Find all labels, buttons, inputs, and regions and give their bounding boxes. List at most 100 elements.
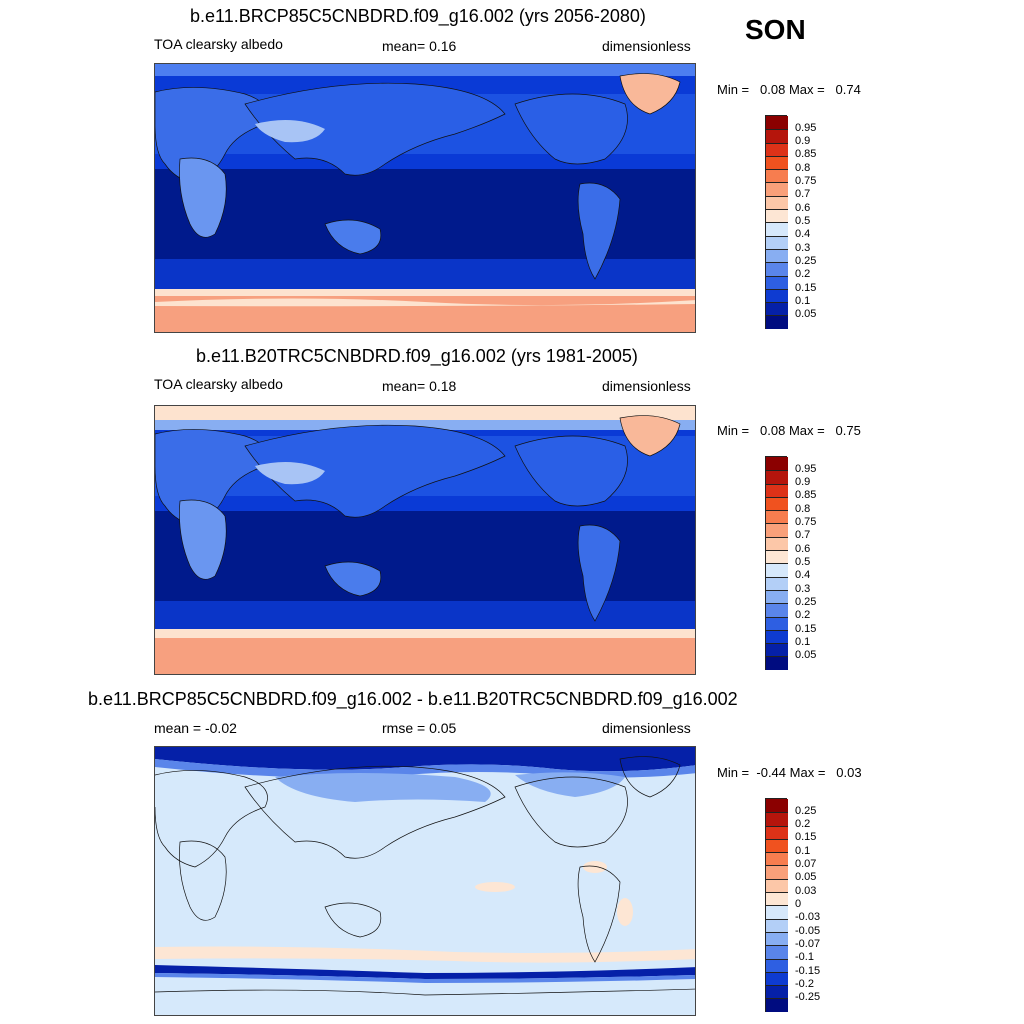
- colorbar-cell: [766, 536, 788, 551]
- colorbar-cell: [766, 195, 788, 210]
- colorbar-tick: 0.95: [795, 463, 817, 475]
- colorbar-cell: [766, 576, 788, 590]
- colorbar-cell: [766, 998, 788, 1012]
- panel-2-variable: TOA clearsky albedo: [154, 376, 283, 392]
- panel-3-colorbar: [765, 798, 788, 1012]
- colorbar-cell: [766, 892, 788, 906]
- colorbar-cell: [766, 248, 788, 263]
- colorbar-cell: [766, 918, 788, 932]
- colorbar-tick: -0.2: [795, 978, 814, 990]
- colorbar-cell: [766, 878, 788, 893]
- panel-2-max: 0.75: [835, 423, 861, 438]
- colorbar-cell: [766, 550, 788, 564]
- colorbar-tick: 0.9: [795, 135, 811, 147]
- colorbar-cell: [766, 182, 788, 196]
- panel-2-title: b.e11.B20TRC5CNBDRD.f09_g16.002 (yrs 198…: [196, 346, 638, 366]
- colorbar-cell: [766, 945, 788, 959]
- panel-3-rmse: rmse = 0.05: [382, 720, 457, 736]
- panel-2-colorbar: [765, 456, 788, 670]
- colorbar-tick: 0: [795, 898, 802, 910]
- colorbar-tick: 0.15: [795, 623, 817, 635]
- colorbar-cell: [766, 838, 788, 853]
- panel-1-colorbar: [765, 115, 788, 329]
- panel-3-min: -0.44: [756, 765, 787, 780]
- colorbar-tick: 0.6: [795, 543, 811, 555]
- colorbar-tick: 0.25: [795, 596, 817, 608]
- colorbar-cell: [766, 985, 788, 999]
- colorbar-tick: 0.85: [795, 489, 817, 501]
- colorbar-tick: 0.1: [795, 636, 811, 648]
- panel-1-map: [154, 63, 696, 333]
- colorbar-tick: 0.7: [795, 188, 811, 200]
- colorbar-tick: -0.1: [795, 951, 814, 963]
- panel-3-units: dimensionless: [602, 720, 691, 736]
- colorbar-cell: [766, 825, 788, 839]
- colorbar-tick: 0.5: [795, 215, 811, 227]
- colorbar-tick: 0.3: [795, 242, 811, 254]
- colorbar-cell: [766, 315, 788, 329]
- colorbar-tick: 0.85: [795, 148, 817, 160]
- colorbar-cell: [766, 275, 788, 289]
- colorbar-cell: [766, 510, 788, 524]
- colorbar-cell: [766, 302, 788, 316]
- colorbar-tick: 0.15: [795, 282, 817, 294]
- colorbar-cell: [766, 235, 788, 249]
- panel-3-max-label: Max =: [789, 765, 826, 780]
- colorbar-tick: -0.07: [795, 938, 821, 950]
- colorbar-tick: 0.9: [795, 476, 811, 488]
- panel-1-min: 0.08: [760, 82, 786, 97]
- colorbar-tick: 0.03: [795, 885, 817, 897]
- colorbar-cell: [766, 958, 788, 972]
- colorbar-cell: [766, 155, 788, 170]
- panel-2-minmax: Min = 0.08 Max = 0.75: [717, 423, 861, 438]
- colorbar-cell: [766, 457, 788, 471]
- colorbar-cell: [766, 852, 788, 866]
- colorbar-cell: [766, 616, 788, 630]
- colorbar-tick: 0.75: [795, 175, 817, 187]
- colorbar-tick: 0.5: [795, 556, 811, 568]
- colorbar-tick: -0.25: [795, 991, 821, 1003]
- panel-2-min: 0.08: [760, 423, 786, 438]
- season-label: SON: [745, 14, 806, 45]
- panel-3-max: 0.03: [836, 765, 862, 780]
- panel-1-mean: mean= 0.16: [382, 38, 457, 54]
- colorbar-cell: [766, 589, 788, 604]
- panel-1-max: 0.74: [835, 82, 861, 97]
- colorbar-tick: 0.05: [795, 871, 817, 883]
- panel-3-mean: mean = -0.02: [154, 720, 237, 736]
- colorbar-cell: [766, 563, 788, 577]
- colorbar-cell: [766, 483, 788, 497]
- colorbar-tick: 0.2: [795, 818, 811, 830]
- colorbar-cell: [766, 603, 788, 617]
- colorbar-cell: [766, 129, 788, 143]
- colorbar-tick: 0.1: [795, 295, 811, 307]
- colorbar-tick: 0.4: [795, 228, 811, 240]
- colorbar-cell: [766, 116, 788, 130]
- panel-3-min-label: Min =: [717, 765, 750, 780]
- panel-2-max-label: Max =: [788, 423, 825, 438]
- colorbar-tick: 0.25: [795, 255, 817, 267]
- panel-3-map: [154, 746, 696, 1016]
- colorbar-cell: [766, 496, 788, 511]
- colorbar-tick: 0.07: [795, 858, 817, 870]
- colorbar-cell: [766, 470, 788, 484]
- colorbar-tick: -0.05: [795, 925, 821, 937]
- colorbar-tick: 0.8: [795, 162, 811, 174]
- panel-2-units: dimensionless: [602, 378, 691, 394]
- colorbar-cell: [766, 262, 788, 276]
- colorbar-cell: [766, 812, 788, 826]
- panel-2-min-label: Min =: [717, 423, 750, 438]
- colorbar-cell: [766, 523, 788, 537]
- panel-3-minmax: Min = -0.44 Max = 0.03: [717, 765, 862, 780]
- colorbar-tick: -0.03: [795, 911, 821, 923]
- colorbar-tick: 0.2: [795, 268, 811, 280]
- panel-1-units: dimensionless: [602, 38, 691, 54]
- panel-1-minmax: Min = 0.08 Max = 0.74: [717, 82, 861, 97]
- panel-1-min-label: Min =: [717, 82, 750, 97]
- panel-1-max-label: Max =: [788, 82, 825, 97]
- colorbar-tick: 0.6: [795, 202, 811, 214]
- colorbar-cell: [766, 643, 788, 657]
- colorbar-tick: 0.25: [795, 805, 817, 817]
- colorbar-tick: 0.95: [795, 122, 817, 134]
- colorbar-tick: 0.75: [795, 516, 817, 528]
